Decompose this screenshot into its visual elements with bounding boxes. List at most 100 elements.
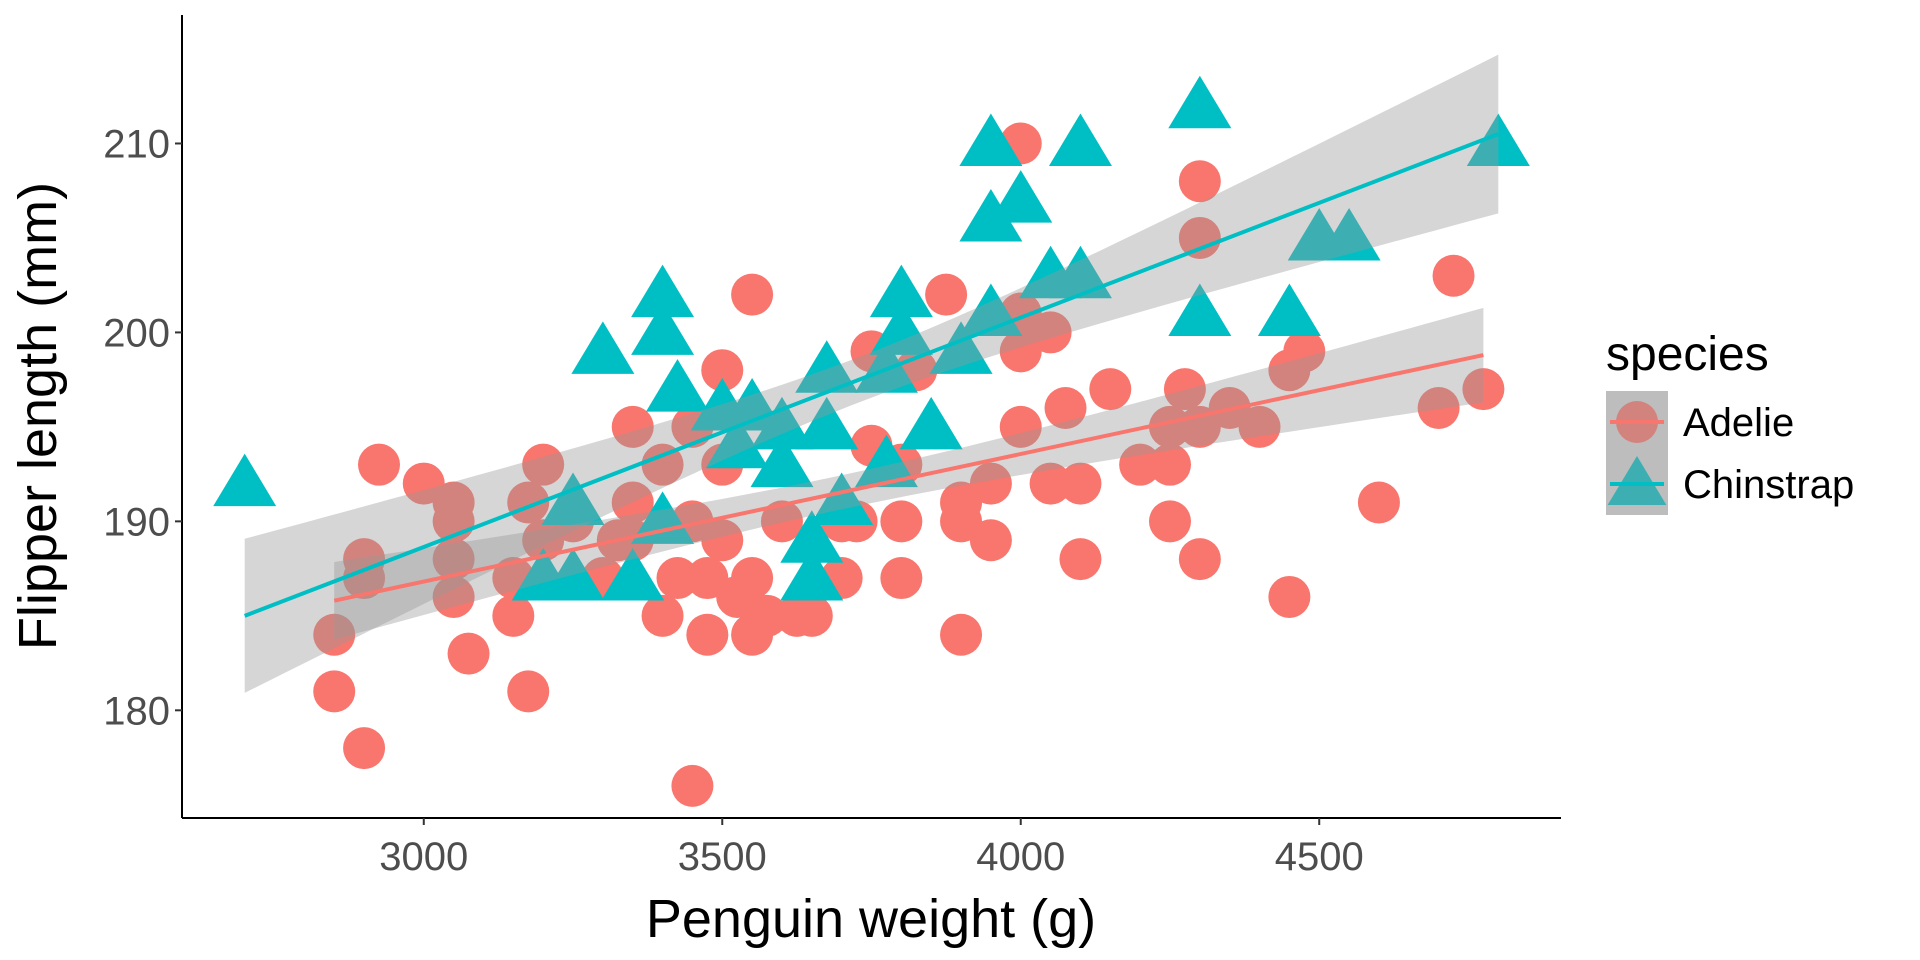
point-adelie xyxy=(790,594,833,637)
point-chinstrap xyxy=(213,453,277,507)
ci-band-adelie xyxy=(334,307,1484,640)
point-chinstrap xyxy=(1168,283,1232,337)
point-adelie xyxy=(1417,386,1460,429)
point-chinstrap xyxy=(1317,207,1381,261)
legend-item-chinstrap: Chinstrap xyxy=(1606,453,1854,515)
point-adelie xyxy=(611,481,654,524)
point-adelie xyxy=(999,405,1042,448)
point-adelie xyxy=(731,273,774,316)
x-axis-ticks: 3000 3500 4000 4500 xyxy=(379,818,1364,879)
point-chinstrap xyxy=(631,302,695,355)
y-tick-label: 210 xyxy=(103,122,170,166)
point-adelie xyxy=(313,670,356,713)
point-chinstrap xyxy=(899,396,963,450)
y-tick-label: 190 xyxy=(103,500,170,544)
point-adelie xyxy=(611,405,654,448)
legend-title: species xyxy=(1606,328,1769,381)
point-adelie xyxy=(880,500,923,543)
point-adelie xyxy=(701,349,744,392)
point-chinstrap xyxy=(631,491,695,544)
point-chinstrap xyxy=(750,396,814,450)
legend-label: Adelie xyxy=(1683,401,1794,445)
legend: species Adelie Chinstrap xyxy=(1606,328,1854,515)
point-chinstrap xyxy=(750,434,814,488)
point-chinstrap xyxy=(1466,113,1530,166)
point-adelie xyxy=(641,594,684,637)
point-adelie xyxy=(358,443,400,486)
point-adelie xyxy=(880,557,923,600)
point-adelie xyxy=(671,764,714,807)
x-tick-label: 3500 xyxy=(678,835,767,879)
point-adelie xyxy=(313,613,356,656)
point-chinstrap xyxy=(989,170,1053,223)
point-chinstrap xyxy=(959,113,1023,166)
point-chinstrap xyxy=(959,189,1023,242)
point-adelie xyxy=(1462,368,1505,411)
point-adelie xyxy=(1178,216,1221,259)
point-adelie xyxy=(507,670,550,713)
point-adelie xyxy=(522,443,565,486)
point-chinstrap xyxy=(645,359,709,412)
y-tick-label: 180 xyxy=(103,689,170,733)
point-chinstrap xyxy=(631,264,695,318)
point-adelie xyxy=(1432,254,1475,297)
point-adelie xyxy=(432,538,475,581)
point-chinstrap xyxy=(705,415,769,469)
point-adelie xyxy=(940,500,983,543)
point-adelie xyxy=(731,557,774,600)
point-adelie xyxy=(432,575,475,618)
point-adelie xyxy=(522,519,565,562)
point-adelie xyxy=(1029,462,1072,505)
legend-triangle-icon xyxy=(1607,456,1667,505)
regression-line-adelie xyxy=(333,353,1484,603)
point-adelie xyxy=(999,330,1042,373)
point-adelie xyxy=(1268,575,1311,618)
point-chinstrap xyxy=(1048,113,1112,166)
x-tick-label: 4500 xyxy=(1275,835,1364,879)
point-adelie xyxy=(969,462,1012,505)
y-axis-ticks: 180 190 200 210 xyxy=(103,122,182,733)
regression-lines xyxy=(243,132,1500,618)
point-adelie xyxy=(746,594,789,637)
point-adelie xyxy=(701,519,744,562)
point-chinstrap xyxy=(1168,75,1232,129)
point-chinstrap xyxy=(810,472,874,525)
point-chinstrap xyxy=(780,510,844,563)
point-adelie xyxy=(1059,462,1102,505)
regression-line-chinstrap xyxy=(243,132,1500,618)
point-adelie xyxy=(1283,330,1326,373)
points-layer xyxy=(213,75,1530,807)
point-adelie xyxy=(343,727,386,770)
point-adelie xyxy=(1178,538,1221,581)
point-chinstrap xyxy=(854,434,918,488)
point-adelie xyxy=(1148,500,1191,543)
point-chinstrap xyxy=(720,377,784,431)
y-tick-label: 200 xyxy=(103,311,170,355)
point-adelie xyxy=(1029,311,1072,354)
point-adelie xyxy=(940,613,983,656)
point-adelie xyxy=(492,594,535,637)
point-adelie xyxy=(402,462,445,505)
point-adelie xyxy=(1148,405,1191,448)
x-axis-title: Penguin weight (g) xyxy=(646,889,1096,949)
point-chinstrap xyxy=(541,472,605,525)
point-adelie xyxy=(1119,443,1162,486)
point-chinstrap xyxy=(1048,245,1112,299)
point-adelie xyxy=(1163,368,1206,411)
point-adelie xyxy=(1357,481,1400,524)
point-chinstrap xyxy=(854,340,918,393)
legend-item-adelie: Adelie xyxy=(1606,391,1794,453)
point-adelie xyxy=(1178,160,1221,203)
point-adelie xyxy=(1044,386,1087,429)
x-tick-label: 4000 xyxy=(976,835,1065,879)
point-adelie xyxy=(686,613,729,656)
point-chinstrap xyxy=(571,321,635,374)
point-adelie xyxy=(1238,405,1281,448)
legend-label: Chinstrap xyxy=(1683,463,1854,507)
y-axis-title: Flipper length (mm) xyxy=(8,182,68,650)
point-adelie xyxy=(969,519,1012,562)
point-chinstrap xyxy=(929,321,993,374)
point-chinstrap xyxy=(780,548,844,601)
point-adelie xyxy=(760,500,803,543)
